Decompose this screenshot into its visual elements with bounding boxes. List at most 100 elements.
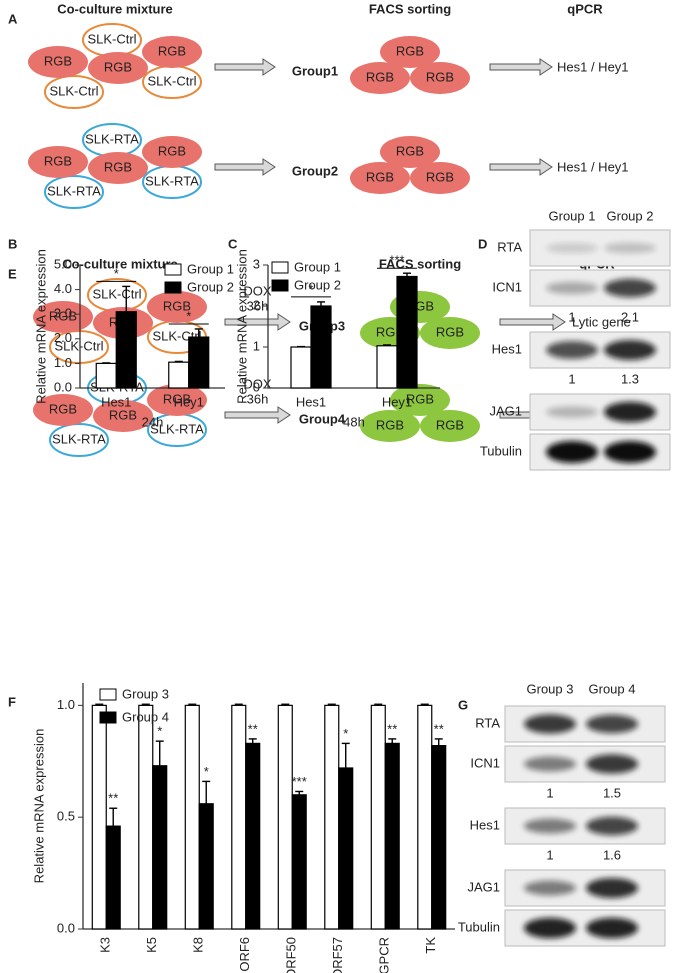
x-tick-label: ORF50 — [284, 937, 299, 973]
y-axis-label: Relative mRNA expression — [31, 729, 46, 884]
cell — [147, 291, 207, 323]
band — [524, 756, 576, 772]
bar — [338, 767, 354, 930]
lane-header: Group 3 — [527, 681, 574, 696]
sorted-cell-label: RGB — [426, 169, 454, 184]
panel-label: F — [8, 694, 16, 709]
legend-swatch — [99, 711, 117, 724]
y-axis-label: Relative mRNA expression — [234, 249, 249, 404]
cell-label: RGB — [163, 391, 191, 406]
band — [586, 878, 638, 898]
blot-label: Hes1 — [470, 817, 500, 832]
cell — [28, 146, 88, 178]
cell — [28, 46, 88, 78]
y-tick-label: 5.0 — [54, 256, 72, 271]
arrow — [489, 58, 553, 76]
panel-label: G — [458, 697, 468, 712]
x-axis-label: 24h — [142, 414, 164, 429]
co-cell — [44, 75, 104, 109]
treatment: 36h — [247, 391, 269, 406]
significance: ** — [108, 791, 118, 806]
bar — [384, 742, 400, 930]
bar — [417, 704, 433, 930]
lane-header: Group 2 — [607, 208, 654, 223]
lane-header: Group 4 — [589, 681, 636, 696]
y-axis-label: Relative mRNA expression — [33, 249, 48, 404]
blot-label: Tubulin — [458, 919, 500, 934]
y-tick-label: 0.0 — [54, 379, 72, 394]
y-tick-label: 2 — [253, 297, 260, 312]
co-cell-label: SLK-RTA — [52, 431, 106, 446]
quantification: 1 — [568, 371, 575, 386]
cell-label: RGB — [158, 143, 186, 158]
x-tick-label: Hes1 — [101, 394, 131, 409]
quantification: 1 — [568, 309, 575, 324]
bar — [115, 311, 137, 389]
blot-label: RTA — [475, 715, 500, 730]
legend-swatch — [271, 279, 289, 292]
quantification: 2.1 — [621, 309, 639, 324]
cell — [33, 301, 93, 333]
legend-label: Group 1 — [187, 261, 234, 276]
bar — [245, 742, 261, 930]
treatment: 36h — [247, 298, 269, 313]
cell-label: RGB — [44, 153, 72, 168]
y-tick-label: 0 — [253, 379, 260, 394]
sorted-cell-label: RGB — [396, 43, 424, 58]
quantification: 1 — [546, 785, 553, 800]
bar — [431, 745, 447, 930]
cell-label: RGB — [104, 159, 132, 174]
co-cell-label: SLK-Ctrl — [87, 31, 136, 46]
sorted-cell-label: RGB — [426, 69, 454, 84]
x-tick-label: TK — [423, 937, 438, 954]
group-label: Group1 — [292, 63, 338, 78]
significance: * — [186, 308, 191, 323]
group-label: Group2 — [292, 163, 338, 178]
bar — [138, 704, 154, 930]
bar — [152, 765, 168, 930]
panel-label: C — [228, 236, 238, 251]
sorted-cell — [420, 317, 480, 349]
significance: ** — [387, 721, 397, 736]
co-cell-label: SLK-RTA — [47, 183, 101, 198]
bar — [184, 704, 200, 930]
co-cell-label: SLK-Ctrl — [147, 73, 196, 88]
step-header: Co-culture mixture — [62, 256, 178, 271]
legend-label: Group 3 — [122, 686, 169, 701]
legend-label: Group 2 — [187, 279, 234, 294]
band — [524, 818, 576, 834]
significance: * — [114, 266, 119, 281]
x-axis-label: 48h — [343, 414, 365, 429]
bar — [324, 704, 340, 930]
blot-label: JAG1 — [467, 879, 500, 894]
y-tick-label: 1.0 — [57, 697, 75, 712]
y-tick-label: 3.0 — [54, 306, 72, 321]
band — [524, 714, 576, 734]
sorted-cell — [380, 136, 440, 168]
sorted-cell-label: RGB — [366, 69, 394, 84]
step-header: Co-culture mixture — [57, 1, 173, 16]
cell — [33, 394, 93, 426]
cell-label: RGB — [49, 308, 77, 323]
y-tick-label: 1 — [253, 338, 260, 353]
cell-label: RGB — [44, 53, 72, 68]
band — [604, 278, 656, 298]
legend-label: Group 1 — [294, 259, 341, 274]
cell — [142, 36, 202, 68]
bar — [376, 345, 398, 389]
significance: * — [204, 764, 209, 779]
blot-label: RTA — [497, 239, 522, 254]
sorted-cell-label: RGB — [436, 417, 464, 432]
significance: ** — [248, 721, 258, 736]
y-tick-label: 2.0 — [54, 330, 72, 345]
y-tick-label: 1.0 — [54, 355, 72, 370]
bar — [277, 704, 293, 930]
x-tick-label: Hey1 — [174, 394, 204, 409]
bar — [291, 794, 307, 930]
significance: *** — [389, 253, 404, 268]
arrow — [214, 58, 276, 76]
y-tick-label: 0.5 — [57, 809, 75, 824]
significance: * — [157, 724, 162, 739]
bar — [95, 362, 117, 389]
